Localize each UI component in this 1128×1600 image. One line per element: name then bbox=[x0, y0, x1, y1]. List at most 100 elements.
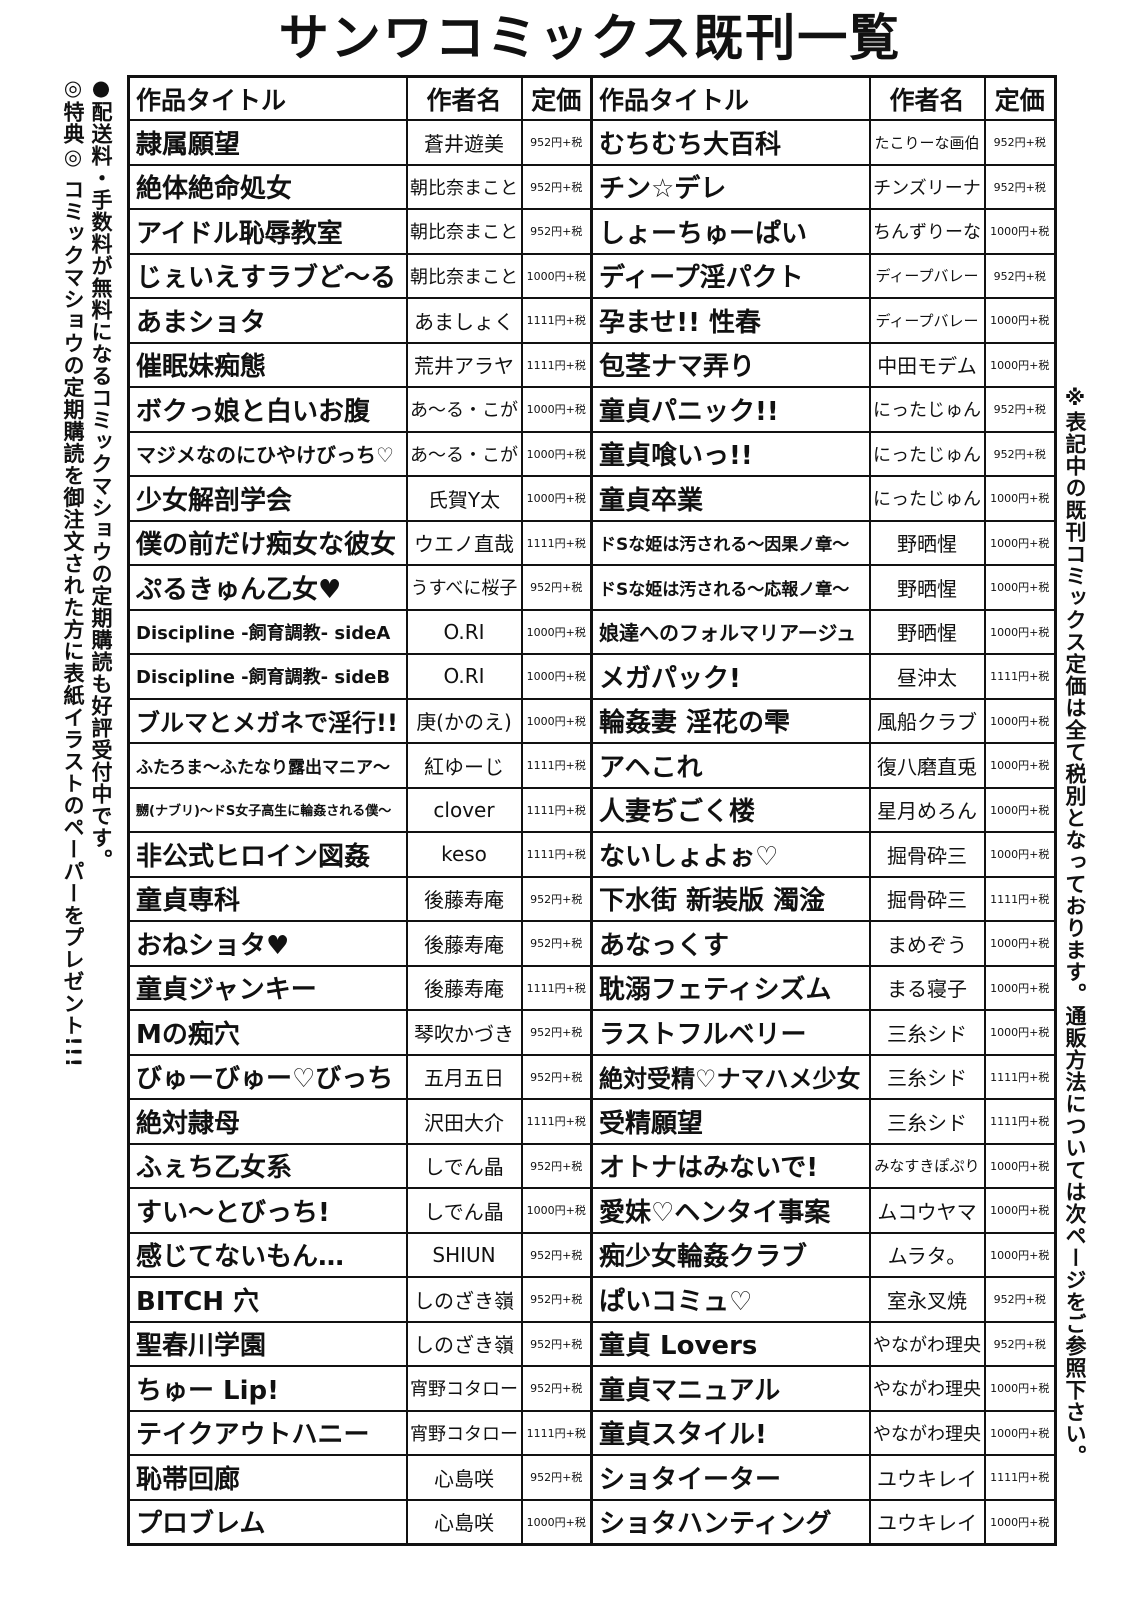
author-cell: 野晒惺 bbox=[868, 608, 986, 655]
title-cell: 童貞 Lovers bbox=[590, 1320, 871, 1367]
table-row: 童貞ジャンキー 後藤寿庵 1111円+税 耽溺フェティシズム まる寝子 1000円+税 bbox=[127, 964, 1057, 1011]
title-cell: 包茎ナマ弄り bbox=[590, 341, 871, 388]
title-cell: 娘達へのフォルマリアージュ bbox=[590, 608, 871, 655]
price-cell: 952円+税 bbox=[520, 1142, 593, 1189]
author-cell: あ〜る・こが bbox=[405, 430, 523, 477]
author-cell: たこりーな画伯 bbox=[868, 119, 986, 166]
title-cell: チン☆デレ bbox=[590, 163, 871, 210]
author-cell: O.RI bbox=[405, 653, 523, 700]
title-cell: 童貞パニック!! bbox=[590, 386, 871, 433]
price-cell: 1111円+税 bbox=[520, 786, 593, 833]
price-cell: 1000円+税 bbox=[983, 964, 1057, 1011]
price-cell: 952円+税 bbox=[520, 1454, 593, 1501]
price-cell: 1000円+税 bbox=[520, 386, 593, 433]
author-cell: ディープバレー bbox=[868, 297, 986, 344]
side-note: ※表記中の既刊コミックス定価は全て税別となっております。通販方法については次ペー… bbox=[1063, 386, 1087, 1467]
price-cell: 952円+税 bbox=[520, 1320, 593, 1367]
price-cell: 952円+税 bbox=[520, 1276, 593, 1323]
price-cell: 1000円+税 bbox=[983, 208, 1057, 255]
title-cell: 人妻ぢごく楼 bbox=[590, 786, 871, 833]
author-cell: 氏賀Y太 bbox=[405, 475, 523, 522]
title-cell: ちゅー Lip! bbox=[127, 1365, 408, 1412]
table-row: 催眠妹痴態 荒井アラヤ 1111円+税 包茎ナマ弄り 中田モデム 1000円+税 bbox=[127, 341, 1057, 388]
author-cell: 心島咲 bbox=[405, 1498, 523, 1546]
table-row: Discipline -飼育調教- sideB O.RI 1000円+税 メガパック!… bbox=[127, 653, 1057, 700]
price-cell: 1000円+税 bbox=[983, 475, 1057, 522]
title-cell: オトナはみないで! bbox=[590, 1142, 871, 1189]
table-row: 僕の前だけ痴女な彼女 ウエノ直哉 1111円+税 ドSな姫は汚される〜因果ノ章〜 野晒惺… bbox=[127, 519, 1057, 566]
price-cell: 952円+税 bbox=[983, 430, 1057, 477]
author-cell: あましょく bbox=[405, 297, 523, 344]
page-title: サンワコミックス既刊一覧 bbox=[278, 9, 902, 67]
author-cell: 室永叉焼 bbox=[868, 1276, 986, 1323]
price-cell: 1000円+税 bbox=[983, 608, 1057, 655]
title-cell: ショタハンティング bbox=[590, 1498, 871, 1546]
title-cell: おねショタ♥ bbox=[127, 920, 408, 967]
title-cell: Discipline -飼育調教- sideB bbox=[127, 653, 408, 700]
table-row: 感じてないもん… SHIUN 952円+税 痴少女輪姦クラブ ムラタ。 1000円+税 bbox=[127, 1231, 1057, 1278]
title-cell: 催眠妹痴態 bbox=[127, 341, 408, 388]
price-cell: 952円+税 bbox=[983, 1320, 1057, 1367]
title-cell: アヘこれ bbox=[590, 742, 871, 789]
title-cell: ぱいコミュ♡ bbox=[590, 1276, 871, 1323]
side-note: ●配送料・手数料が無料になるコミックマショウの定期購読も好評受付中です。 bbox=[89, 76, 113, 871]
price-cell: 952円+税 bbox=[520, 875, 593, 922]
price-cell: 1111円+税 bbox=[520, 964, 593, 1011]
table-row: ボクっ娘と白いお腹 あ〜る・こが 1000円+税 童貞パニック!! にったじゅん 952円… bbox=[127, 386, 1057, 433]
header-cell: 作品タイトル bbox=[590, 75, 871, 121]
price-cell: 952円+税 bbox=[520, 1231, 593, 1278]
author-cell: あ〜る・こが bbox=[405, 386, 523, 433]
author-cell: 三糸シド bbox=[868, 1098, 986, 1145]
price-cell: 952円+税 bbox=[983, 119, 1057, 166]
title-cell: 絶対隷母 bbox=[127, 1098, 408, 1145]
price-cell: 1000円+税 bbox=[983, 1187, 1057, 1234]
table-row: BITCH 穴しのざき嶺 952円+税 ぱいコミュ♡ 室永叉焼 952円+税 bbox=[127, 1276, 1057, 1323]
title-cell: 少女解剖学会 bbox=[127, 475, 408, 522]
title-cell: Discipline -飼育調教- sideA bbox=[127, 608, 408, 655]
comics-table: 作品タイトル 作者名 定価 作品タイトル 作者名 定価 隷属願望 蒼井遊美 952円+税 むちむ… bbox=[127, 75, 1057, 1546]
author-cell: みなすきぽぷり bbox=[868, 1142, 986, 1189]
author-cell: ムラタ。 bbox=[868, 1231, 986, 1278]
title-cell: 隷属願望 bbox=[127, 119, 408, 166]
table-row: テイクアウトハニー 宵野コタロー 1111円+税 童貞スタイル! やながわ理央 1000円… bbox=[127, 1409, 1057, 1456]
table-row: ぷるきゅん乙女♥ うすべに桜子 952円+税 ドSな姫は汚される〜応報ノ章〜 野晒惺 10… bbox=[127, 564, 1057, 611]
price-cell: 952円+税 bbox=[983, 386, 1057, 433]
title-cell: 耽溺フェティシズム bbox=[590, 964, 871, 1011]
author-cell: SHIUN bbox=[405, 1231, 523, 1278]
author-cell: ウエノ直哉 bbox=[405, 519, 523, 566]
author-cell: しでん晶 bbox=[405, 1187, 523, 1234]
title-cell: 絶体絶命処女 bbox=[127, 163, 408, 210]
title-cell: 痴少女輪姦クラブ bbox=[590, 1231, 871, 1278]
price-cell: 1111円+税 bbox=[520, 297, 593, 344]
author-cell: O.RI bbox=[405, 608, 523, 655]
author-cell: 三糸シド bbox=[868, 1053, 986, 1100]
price-cell: 1000円+税 bbox=[520, 1187, 593, 1234]
table-row: おねショタ♥ 後藤寿庵 952円+税 あなっくす まめぞう 1000円+税 bbox=[127, 920, 1057, 967]
title-cell: 童貞ジャンキー bbox=[127, 964, 408, 1011]
table-row: じぇいえすラブど〜る 朝比奈まこと 1000円+税 ディープ淫パクト ディープバレー 95… bbox=[127, 252, 1057, 299]
header-cell: 定価 bbox=[520, 75, 593, 121]
author-cell: にったじゅん bbox=[868, 430, 986, 477]
table-row: マジメなのにひやけびっち♡ あ〜る・こが 1000円+税 童貞喰いっ!! にったじゅん 9… bbox=[127, 430, 1057, 477]
author-cell: やながわ理央 bbox=[868, 1409, 986, 1456]
title-cell: 童貞マニュアル bbox=[590, 1365, 871, 1412]
title-cell: 聖春川学園 bbox=[127, 1320, 408, 1367]
price-cell: 952円+税 bbox=[983, 1276, 1057, 1323]
author-cell: 五月五日 bbox=[405, 1053, 523, 1100]
title-cell: 童貞スタイル! bbox=[590, 1409, 871, 1456]
price-cell: 1000円+税 bbox=[983, 1142, 1057, 1189]
table-row: 絶対隷母 沢田大介 1111円+税 受精願望 三糸シド 1111円+税 bbox=[127, 1098, 1057, 1145]
price-cell: 1000円+税 bbox=[520, 608, 593, 655]
author-cell: 星月めろん bbox=[868, 786, 986, 833]
author-cell: ディープバレー bbox=[868, 252, 986, 299]
price-cell: 952円+税 bbox=[520, 1053, 593, 1100]
author-cell: ユウキレイ bbox=[868, 1454, 986, 1501]
title-cell: じぇいえすラブど〜る bbox=[127, 252, 408, 299]
price-cell: 952円+税 bbox=[983, 163, 1057, 210]
table-row: 絶体絶命処女 朝比奈まこと 952円+税 チン☆デレ チンズリーナ 952円+税 bbox=[127, 163, 1057, 210]
price-cell: 1000円+税 bbox=[983, 920, 1057, 967]
title-cell: Mの痴穴 bbox=[127, 1009, 408, 1056]
author-cell: 野晒惺 bbox=[868, 564, 986, 611]
author-cell: しのざき嶺 bbox=[405, 1276, 523, 1323]
header-cell: 作者名 bbox=[868, 75, 986, 121]
